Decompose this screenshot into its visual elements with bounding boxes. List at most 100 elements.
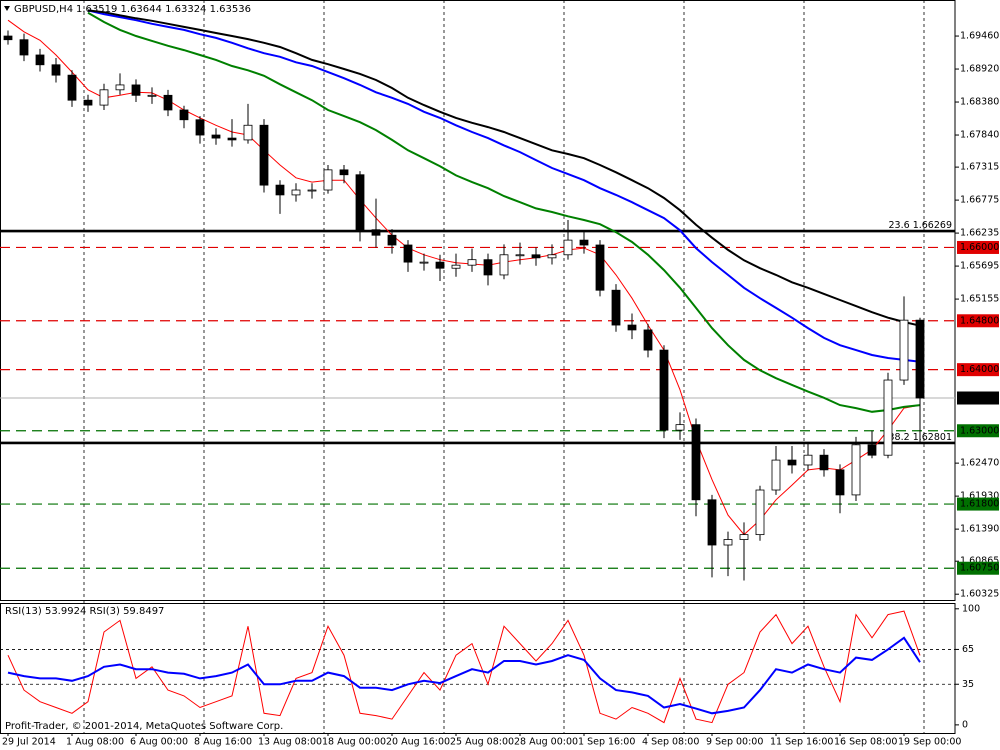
candle-body xyxy=(707,499,717,546)
candle-body xyxy=(595,244,605,291)
candle-body xyxy=(499,254,509,276)
candle-body xyxy=(771,459,781,491)
x-tick-label: 20 Aug 16:00 xyxy=(386,737,450,748)
rsi-tick-label: 65 xyxy=(962,644,974,655)
candle-body xyxy=(659,349,669,431)
candle-body xyxy=(35,54,45,66)
candle-body xyxy=(179,109,189,121)
moving-average xyxy=(7,19,921,536)
candle-body xyxy=(99,89,109,106)
candle-body xyxy=(211,134,221,139)
fibonacci-value: 1.66269 xyxy=(913,220,952,231)
rsi-tick-label: 100 xyxy=(962,603,980,614)
candle-body xyxy=(867,444,877,456)
level-label: 1.64800 xyxy=(960,315,999,326)
candle-body xyxy=(483,259,493,276)
candle-body xyxy=(19,39,29,56)
candle-body xyxy=(163,94,173,111)
fibonacci-ratio: 23.6 xyxy=(889,220,910,231)
y-tick-label: 1.66775 xyxy=(960,195,999,206)
level-box xyxy=(957,497,999,511)
candle-body xyxy=(323,169,333,191)
moving-average xyxy=(87,11,921,413)
rsi-tick-label: 0 xyxy=(962,719,968,730)
level-box xyxy=(957,424,999,438)
candle-body xyxy=(819,454,829,471)
y-tick-label: 1.68380 xyxy=(960,97,999,108)
candle-body xyxy=(787,459,797,466)
y-tick-label: 1.60865 xyxy=(960,556,999,567)
y-tick-label: 1.67315 xyxy=(960,162,999,173)
level-label: 1.66000 xyxy=(960,242,999,253)
x-tick-label: 13 Aug 08:00 xyxy=(258,737,322,748)
candle-body xyxy=(675,424,685,431)
level-box xyxy=(957,561,999,575)
level-box xyxy=(957,240,999,254)
candle-body xyxy=(3,35,13,41)
copyright: Profit-Trader, © 2001-2014, MetaQuotes S… xyxy=(5,721,283,732)
x-tick-label: 25 Aug 08:00 xyxy=(450,737,514,748)
candle-body xyxy=(275,184,285,196)
candle-body xyxy=(915,319,925,399)
fibonacci-ratio: 38.2 xyxy=(889,431,910,442)
candle-body xyxy=(307,189,317,192)
x-tick-label: 1 Sep 16:00 xyxy=(578,737,635,748)
rsi-tick-label: 35 xyxy=(962,679,974,690)
candle-body xyxy=(51,64,61,76)
candle-body xyxy=(387,234,397,246)
candle-body xyxy=(899,319,909,381)
candle-body xyxy=(851,444,861,496)
candle-body xyxy=(419,261,429,264)
level-label: 1.60750 xyxy=(960,563,999,574)
candle-body xyxy=(835,469,845,496)
candle-body xyxy=(467,259,477,266)
level-label: 1.64000 xyxy=(960,364,999,375)
x-tick-label: 8 Aug 16:00 xyxy=(194,737,252,748)
moving-average xyxy=(87,9,921,363)
candle-body xyxy=(563,239,573,256)
x-tick-label: 4 Sep 08:00 xyxy=(642,737,699,748)
x-tick-label: 16 Sep 08:00 xyxy=(834,737,897,748)
rsi-panel-border xyxy=(0,603,956,734)
y-tick-label: 1.66235 xyxy=(960,228,999,239)
x-tick-label: 11 Sep 16:00 xyxy=(770,737,833,748)
x-tick-label: 9 Sep 00:00 xyxy=(706,737,763,748)
x-tick-label: 6 Aug 00:00 xyxy=(130,737,188,748)
candle-body xyxy=(403,244,413,263)
level-label: 1.63536 xyxy=(960,393,999,404)
y-tick-label: 1.68920 xyxy=(960,64,999,75)
y-tick-label: 1.65695 xyxy=(960,261,999,272)
candle-body xyxy=(67,74,77,101)
candle-body xyxy=(131,84,141,96)
fibonacci-label: 38.2 1.62801 xyxy=(889,431,952,442)
candle-body xyxy=(547,254,557,259)
candle-body xyxy=(883,379,893,456)
y-tick-label: 1.69460 xyxy=(960,31,999,42)
candle-body xyxy=(515,254,525,257)
x-tick-label: 18 Aug 00:00 xyxy=(322,737,386,748)
x-tick-label: 1 Aug 08:00 xyxy=(66,737,124,748)
rsi-line xyxy=(7,636,921,715)
candle-body xyxy=(611,289,621,326)
candle-body xyxy=(115,84,125,91)
level-box xyxy=(957,363,999,377)
candle-body xyxy=(83,99,93,106)
x-tick-label: 19 Sep 00:00 xyxy=(898,737,961,748)
y-tick-label: 1.61390 xyxy=(960,524,999,535)
chart-title: GBPUSD,H4 xyxy=(14,4,73,15)
menu-triangle[interactable] xyxy=(4,6,10,11)
candle-body xyxy=(627,324,637,331)
candle-body xyxy=(643,329,653,351)
moving-average xyxy=(87,9,921,327)
y-tick-label: 1.65155 xyxy=(960,294,999,305)
rsi-title: RSI(13) 53.9924 RSI(3) 59.8497 xyxy=(5,606,164,617)
candle-body xyxy=(243,124,253,141)
main-panel-border xyxy=(0,0,956,601)
candle-body xyxy=(371,229,381,236)
x-tick-label: 29 Jul 2014 xyxy=(2,737,56,748)
candle-body xyxy=(195,119,205,136)
candle-body xyxy=(227,137,237,141)
candle-body xyxy=(147,94,157,97)
